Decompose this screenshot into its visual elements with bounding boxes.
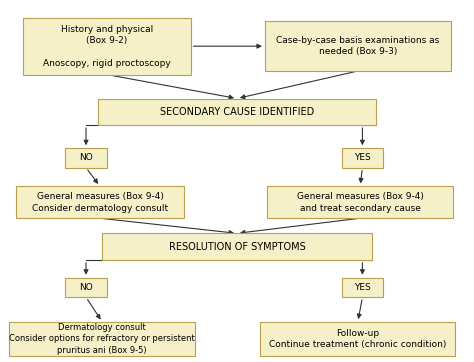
Text: NO: NO [79,153,93,163]
FancyBboxPatch shape [16,186,183,218]
Text: Dermatology consult
Consider options for refractory or persistent
pruritus ani (: Dermatology consult Consider options for… [9,323,195,355]
FancyBboxPatch shape [23,18,191,75]
FancyBboxPatch shape [98,98,376,125]
FancyBboxPatch shape [267,186,453,218]
Text: Follow-up
Continue treatment (chronic condition): Follow-up Continue treatment (chronic co… [269,329,447,349]
FancyBboxPatch shape [65,148,107,168]
Text: RESOLUTION OF SYMPTOMS: RESOLUTION OF SYMPTOMS [169,241,305,252]
Text: YES: YES [354,283,371,292]
Text: NO: NO [79,283,93,292]
Text: SECONDARY CAUSE IDENTIFIED: SECONDARY CAUSE IDENTIFIED [160,107,314,117]
FancyBboxPatch shape [102,233,372,260]
FancyBboxPatch shape [341,148,383,168]
Text: History and physical
(Box 9-2)

Anoscopy, rigid proctoscopy: History and physical (Box 9-2) Anoscopy,… [43,25,171,68]
FancyBboxPatch shape [9,322,195,356]
Text: YES: YES [354,153,371,163]
FancyBboxPatch shape [260,322,456,356]
FancyBboxPatch shape [265,21,451,71]
Text: General measures (Box 9-4)
Consider dermatology consult: General measures (Box 9-4) Consider derm… [32,192,168,212]
Text: General measures (Box 9-4)
and treat secondary cause: General measures (Box 9-4) and treat sec… [297,192,424,212]
Text: Case-by-case basis examinations as
needed (Box 9-3): Case-by-case basis examinations as neede… [276,36,439,56]
FancyBboxPatch shape [341,278,383,297]
FancyBboxPatch shape [65,278,107,297]
